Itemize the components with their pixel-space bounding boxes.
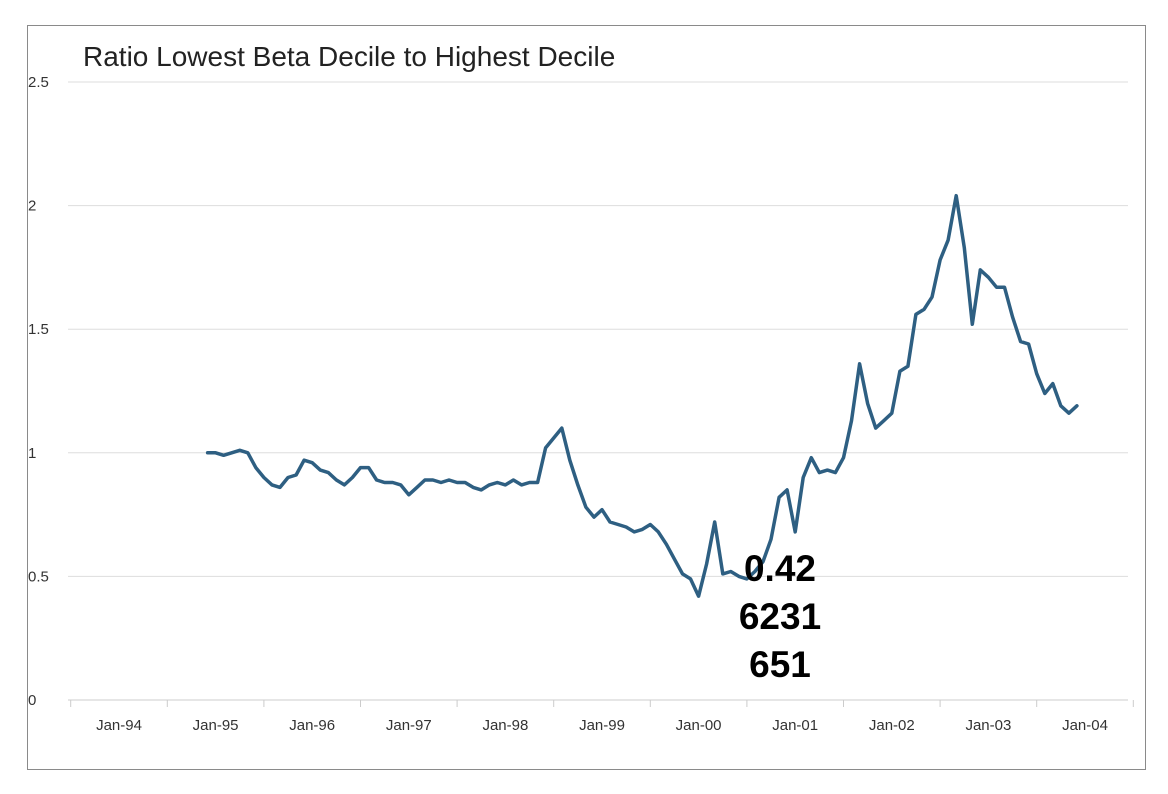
x-tick-label: Jan-97 [386,717,432,734]
data-label: 0.42 [744,548,816,589]
y-tick-label: 0 [28,692,36,709]
data-label: 651 [749,644,811,685]
x-tick-label: Jan-01 [772,717,818,734]
y-tick-label: 1 [28,445,36,462]
y-tick-label: 0.5 [28,568,49,585]
y-tick-label: 2 [28,198,36,215]
y-tick-label: 2.5 [28,74,49,91]
x-tick-label: Jan-00 [676,717,722,734]
x-tick-label: Jan-03 [965,717,1011,734]
x-tick-label: Jan-99 [579,717,625,734]
x-tick-label: Jan-95 [193,717,239,734]
x-tick-label: Jan-94 [96,717,142,734]
x-tick-label: Jan-98 [482,717,528,734]
chart-title: Ratio Lowest Beta Decile to Highest Deci… [83,41,615,72]
series-line [205,193,1079,598]
x-tick-label: Jan-96 [289,717,335,734]
y-tick-label: 1.5 [28,321,49,338]
data-label: 6231 [739,596,821,637]
chart-frame: Ratio Lowest Beta Decile to Highest Deci… [27,25,1146,770]
line-chart: Ratio Lowest Beta Decile to Highest Deci… [28,41,1134,734]
x-tick-label: Jan-04 [1062,717,1108,734]
x-tick-label: Jan-02 [869,717,915,734]
